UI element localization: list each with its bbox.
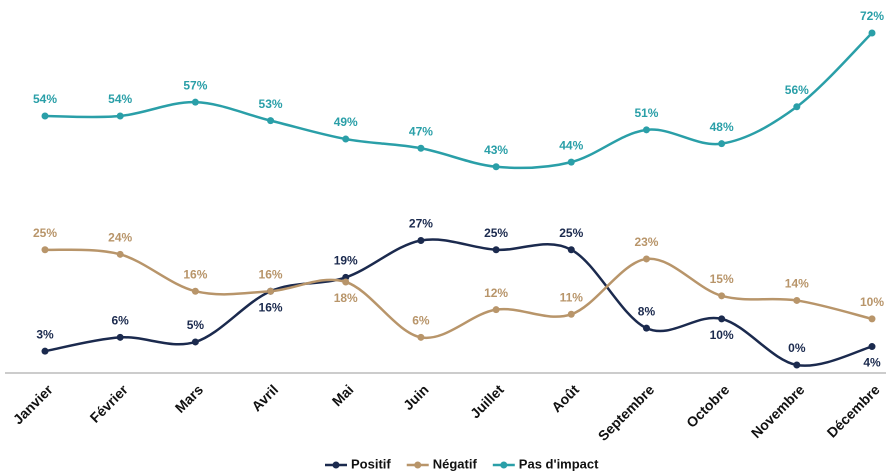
- data-point: [267, 287, 275, 295]
- x-tick-label: Février: [87, 381, 132, 426]
- data-label: 27%: [409, 217, 433, 231]
- data-point: [793, 103, 801, 111]
- data-point: [642, 255, 650, 263]
- data-label: 16%: [183, 267, 207, 281]
- x-tick-label: Septembre: [595, 381, 658, 444]
- x-tick-label: Décembre: [824, 381, 883, 440]
- data-point: [642, 324, 650, 332]
- data-label: 12%: [484, 286, 508, 300]
- x-tick-label: Juillet: [467, 381, 507, 421]
- data-point: [868, 343, 876, 351]
- data-point: [718, 315, 726, 323]
- data-point: [417, 333, 425, 341]
- data-point: [793, 361, 801, 369]
- data-label: 57%: [183, 78, 207, 92]
- data-label: 49%: [334, 115, 358, 129]
- data-point: [267, 117, 275, 125]
- legend-label: Négatif: [433, 456, 478, 471]
- data-point: [417, 237, 425, 244]
- data-label: 54%: [108, 92, 132, 106]
- data-label: 23%: [634, 235, 658, 249]
- data-label: 16%: [259, 300, 283, 314]
- data-label: 10%: [710, 328, 734, 342]
- data-point: [492, 163, 500, 171]
- data-label: 72%: [860, 9, 884, 23]
- data-label: 24%: [108, 231, 132, 245]
- legend-label: Pas d'impact: [519, 456, 599, 471]
- data-point: [116, 112, 124, 120]
- data-point: [116, 250, 124, 258]
- data-label: 6%: [112, 314, 130, 328]
- x-tick-label: Août: [548, 381, 582, 415]
- data-point: [41, 246, 49, 254]
- data-point: [116, 333, 124, 341]
- data-label: 48%: [710, 120, 734, 134]
- data-label: 16%: [259, 267, 283, 281]
- data-label: 51%: [634, 106, 658, 120]
- data-label: 25%: [559, 226, 583, 240]
- data-point: [342, 135, 350, 143]
- data-point: [342, 278, 350, 286]
- data-label: 47%: [409, 124, 433, 138]
- data-point: [793, 296, 801, 304]
- data-label: 0%: [788, 341, 806, 355]
- x-tick-label: Novembre: [748, 381, 808, 441]
- legend-marker: [414, 461, 422, 469]
- data-point: [567, 158, 575, 166]
- series-line: [44, 248, 873, 340]
- data-label: 4%: [863, 356, 881, 370]
- data-label: 56%: [785, 83, 809, 97]
- data-label: 3%: [36, 327, 54, 341]
- data-point: [642, 126, 650, 134]
- data-label: 25%: [33, 226, 57, 240]
- x-tick-label: Mai: [329, 381, 357, 409]
- data-label: 18%: [334, 291, 358, 305]
- data-point: [492, 306, 500, 314]
- data-point: [417, 144, 425, 152]
- data-point: [191, 338, 199, 346]
- legend-label: Positif: [351, 456, 391, 471]
- data-label: 54%: [33, 92, 57, 106]
- data-label: 43%: [484, 143, 508, 157]
- x-tick-label: Mars: [172, 381, 207, 416]
- legend-marker: [500, 461, 508, 469]
- series-line: [44, 32, 873, 170]
- data-label: 53%: [259, 97, 283, 111]
- data-label: 11%: [560, 290, 584, 304]
- data-label: 25%: [484, 226, 508, 240]
- data-point: [567, 310, 575, 318]
- data-point: [191, 287, 199, 295]
- data-label: 5%: [187, 318, 205, 332]
- data-point: [718, 140, 726, 148]
- data-point: [868, 315, 876, 323]
- data-point: [492, 246, 500, 254]
- data-point: [41, 347, 49, 355]
- data-point: [191, 98, 199, 106]
- x-tick-label: Avril: [248, 381, 281, 414]
- data-label: 8%: [638, 304, 656, 318]
- data-label: 44%: [559, 138, 583, 152]
- x-tick-label: Octobre: [683, 381, 732, 430]
- legend-marker: [332, 461, 340, 469]
- data-label: 6%: [412, 314, 430, 328]
- data-label: 14%: [785, 277, 809, 291]
- data-label: 10%: [860, 295, 884, 309]
- data-point: [567, 246, 575, 254]
- x-tick-label: Juin: [400, 381, 432, 413]
- data-label: 15%: [710, 272, 734, 286]
- data-label: 19%: [334, 254, 358, 268]
- data-point: [868, 29, 876, 37]
- series-line: [44, 238, 873, 367]
- data-point: [41, 112, 49, 120]
- data-point: [718, 292, 726, 300]
- x-tick-label: Janvier: [10, 381, 56, 427]
